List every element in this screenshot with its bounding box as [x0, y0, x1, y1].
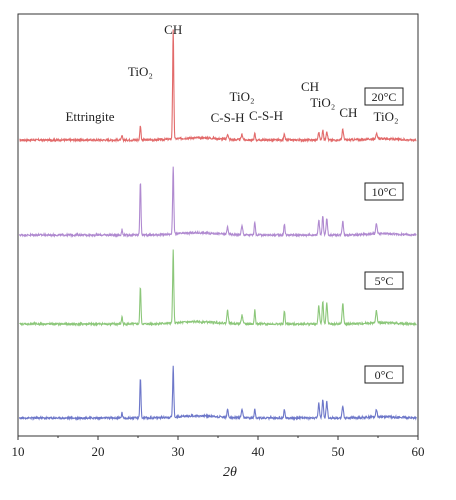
series-label: 10°C — [372, 185, 397, 199]
peak-annotation: CH — [339, 105, 357, 120]
plot-border — [17, 13, 419, 437]
series-line — [19, 249, 417, 328]
legend-frame — [364, 87, 404, 106]
legend-box: 10°C — [364, 182, 404, 201]
series-label: 0°C — [375, 368, 394, 382]
x-tick-label: 60 — [412, 444, 425, 459]
x-tick-label: 50 — [332, 444, 345, 459]
legend-frame — [364, 271, 404, 290]
legend-frame — [364, 182, 404, 201]
legend-box: 5°C — [364, 271, 404, 290]
peak-annotation: C-S-H — [211, 110, 245, 125]
series-label: 5°C — [375, 274, 394, 288]
x-tick-label: 40 — [252, 444, 265, 459]
series-label: 20°C — [372, 90, 397, 104]
series-line — [19, 365, 417, 422]
series-group — [19, 29, 417, 422]
peak-annotation: TiO₂ — [229, 89, 254, 104]
x-axis-title: 2θ — [223, 465, 237, 480]
legend-box: 0°C — [364, 365, 404, 384]
peak-annotation: CH — [164, 22, 182, 37]
peak-annotation: C-S-H — [249, 108, 283, 123]
peak-annotation: CH — [301, 79, 319, 94]
legend-box: 20°C — [364, 87, 404, 106]
x-tick-label: 10 — [12, 444, 25, 459]
series-line — [19, 29, 417, 144]
legend-frame — [364, 365, 404, 384]
peak-annotation: Ettringite — [65, 109, 114, 124]
peak-annotation: TiO₂ — [373, 109, 398, 124]
x-tick-label: 30 — [172, 444, 185, 459]
x-tick-label: 20 — [92, 444, 105, 459]
x-axis: 10 20 30 40 50 60 — [12, 436, 425, 459]
peak-annotation: TiO₂ — [310, 95, 335, 110]
legend-group: 20°C 10°C 5°C 0°C — [364, 87, 404, 384]
series-line — [19, 166, 417, 239]
plot-frame — [17, 13, 419, 437]
peak-annotation: TiO₂ — [128, 64, 153, 79]
